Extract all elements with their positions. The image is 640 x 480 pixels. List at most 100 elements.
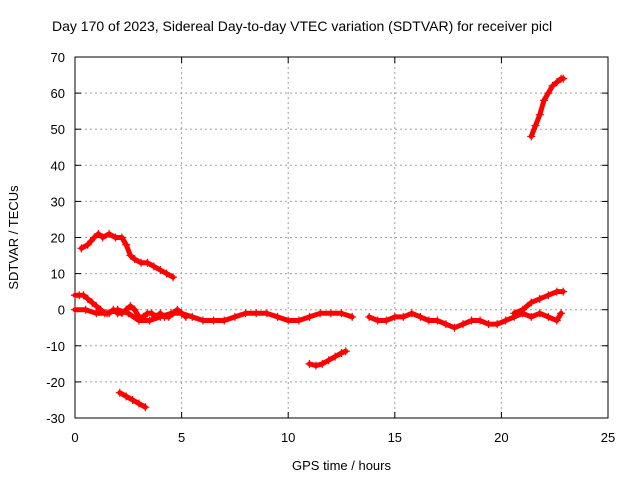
x-tick-label: 10 [281,430,295,445]
data-point [326,309,335,318]
data-point [145,316,154,325]
data-point [341,347,350,356]
data-point [147,309,156,318]
series-arc-4 [71,305,357,325]
y-tick-label: 60 [51,86,65,101]
series-arc-6 [365,309,566,332]
data-point [373,316,382,325]
y-tick-label: 10 [51,267,65,282]
data-point [365,312,374,321]
data-point [124,309,133,318]
data-point [476,316,485,325]
data-point [81,305,90,314]
data-point [559,74,568,83]
data-point [544,291,553,300]
y-tick-label: -30 [46,411,65,426]
x-axis-label: GPS time / hours [292,458,391,473]
data-point [94,229,103,238]
data-point [77,244,86,253]
data-point [177,309,186,318]
data-point [92,302,101,311]
data-point [252,309,261,318]
data-point [130,255,139,264]
data-point [416,312,425,321]
data-point [559,287,568,296]
series-arc-8 [527,74,568,141]
data-point [459,320,468,329]
data-point [348,312,357,321]
data-point [318,359,327,368]
data-point [527,298,536,307]
data-point [134,316,143,325]
series-arc-7 [510,287,568,318]
data-point [162,269,171,278]
data-point [535,110,544,119]
data-point [493,320,502,329]
data-point [126,251,135,260]
chart-title: Day 170 of 2023, Sidereal Day-to-day VTE… [52,18,553,34]
data-point [134,399,143,408]
data-point [198,316,207,325]
data-point [382,316,391,325]
data-point [407,309,416,318]
data-point [126,302,135,311]
y-tick-label: -10 [46,339,65,354]
data-point [544,312,553,321]
data-point [156,312,165,321]
data-point [166,309,175,318]
data-point [540,96,549,105]
y-tick-label: 20 [51,231,65,246]
y-tick-label: 50 [51,122,65,137]
data-point [557,309,566,318]
data-point [467,316,476,325]
series-arc-2 [115,388,150,412]
data-point [241,309,250,318]
x-tick-label: 0 [71,430,78,445]
data-point [510,309,519,318]
data-point [305,359,314,368]
data-point [102,309,111,318]
x-tick-label: 25 [601,430,615,445]
data-point [531,121,540,130]
data-point [83,294,92,303]
data-point [122,392,131,401]
data-point [311,361,320,370]
data-point [230,312,239,321]
data-point [544,89,553,98]
data-point [324,356,333,365]
data-point [79,291,88,300]
data-point [115,388,124,397]
data-point [390,312,399,321]
y-tick-label: -20 [46,375,65,390]
grid [75,57,608,418]
data-point [71,305,79,314]
data-point [337,349,346,358]
x-tick-label: 20 [494,430,508,445]
data-point [262,309,271,318]
data-point [149,262,158,271]
axis-ticks: 0 5 10 15 20 25 -30 -20 -10 0 10 20 30 40 50 60 70 [46,50,615,445]
data-point [441,320,450,329]
y-tick-label: 0 [58,303,65,318]
data-point [113,305,122,314]
data-point [141,403,150,412]
x-tick-label: 5 [178,430,185,445]
data-point [88,298,97,307]
data-point [143,258,152,267]
data-point [156,265,165,274]
data-point [535,309,544,318]
data-points [71,74,568,412]
y-tick-label: 30 [51,194,65,209]
data-point [552,316,561,325]
data-point [117,233,126,242]
series-arc-5 [305,347,350,370]
data-point [169,273,178,282]
data-point [273,312,282,321]
y-axis-label: SDTVAR / TECUs [6,185,21,290]
data-point [220,316,229,325]
data-point [130,305,139,314]
data-point [552,78,561,87]
data-point [424,316,433,325]
data-point [294,316,303,325]
